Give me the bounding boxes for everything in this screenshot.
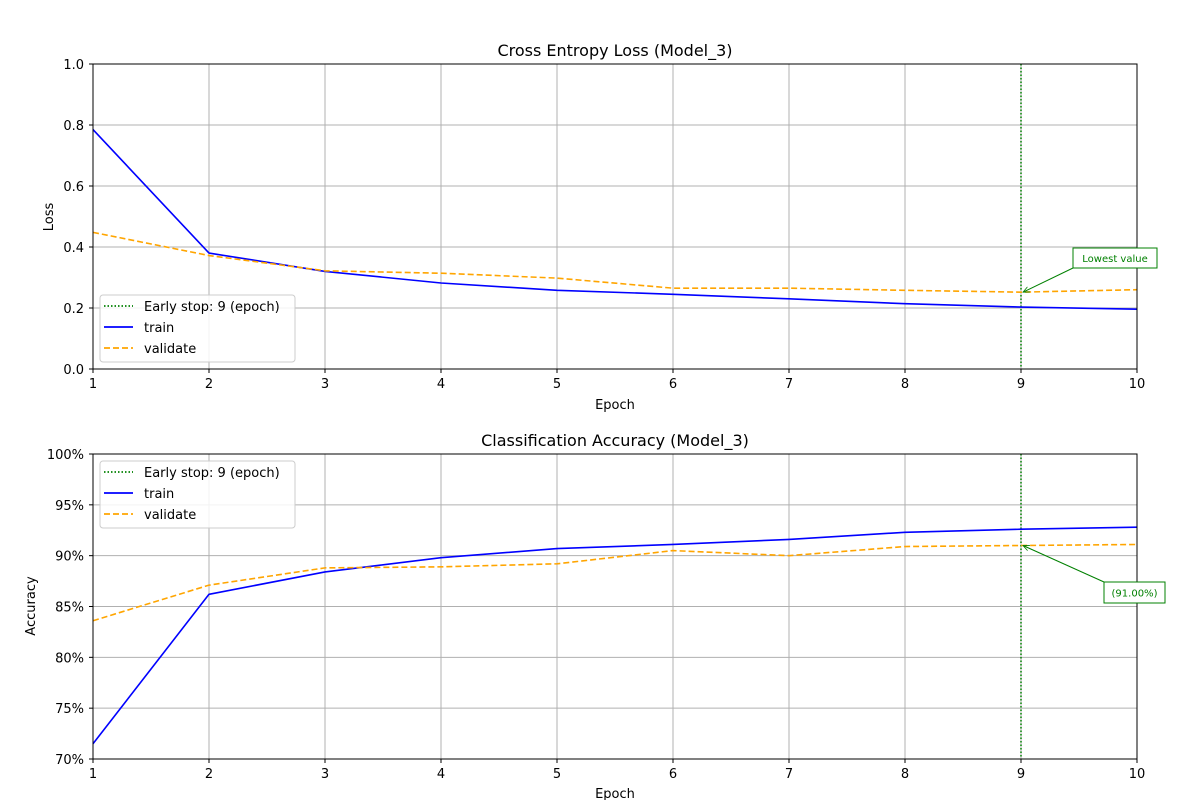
- accuracy-plot-frame: [92, 453, 1138, 760]
- loss-x-tick-label: 10: [1129, 377, 1146, 392]
- accuracy-legend-label: train: [144, 487, 174, 502]
- loss-legend-label: Early stop: 9 (epoch): [144, 300, 280, 315]
- accuracy-x-tick-label: 9: [1017, 767, 1025, 782]
- accuracy-y-tick-label: 80%: [55, 651, 84, 666]
- loss-annotation-text: Lowest value: [1082, 254, 1147, 265]
- accuracy-x-tick-label: 4: [437, 767, 445, 782]
- accuracy-y-tick-label: 100%: [47, 448, 84, 463]
- accuracy-x-tick-label: 8: [901, 767, 909, 782]
- accuracy-legend-label: Early stop: 9 (epoch): [144, 466, 280, 481]
- accuracy-annotation-box: [1103, 581, 1166, 604]
- loss-y-tick-label: 0.0: [63, 363, 84, 378]
- accuracy-y-tick-label: 95%: [55, 499, 84, 514]
- loss-plot-frame: [92, 63, 1138, 370]
- loss-x-tick-label: 7: [785, 377, 793, 392]
- loss-x-tick-label: 9: [1017, 377, 1025, 392]
- loss-y-tick-label: 0.4: [63, 241, 84, 256]
- accuracy-x-tick-label: 6: [669, 767, 677, 782]
- accuracy-train-line: [92, 526, 1138, 745]
- accuracy-legend-label: validate: [144, 508, 196, 523]
- loss-validate-line: [92, 231, 1138, 293]
- accuracy-x-tick-label: 7: [785, 767, 793, 782]
- loss-y-tick-label: 1.0: [63, 58, 84, 73]
- loss-x-tick-label: 6: [669, 377, 677, 392]
- accuracy-x-tick-label: 10: [1129, 767, 1146, 782]
- loss-annotation-box: [1072, 247, 1158, 269]
- accuracy-chart-title: Classification Accuracy (Model_3): [481, 431, 749, 451]
- accuracy-validate-line: [92, 543, 1138, 622]
- loss-legend-box: [99, 294, 296, 363]
- accuracy-y-tick-label: 70%: [55, 753, 84, 768]
- accuracy-x-tick-label: 5: [553, 767, 561, 782]
- loss-chart: Cross Entropy Loss (Model_3) Epoch Loss …: [42, 41, 1158, 413]
- accuracy-legend-box: [99, 460, 296, 529]
- loss-y-axis-label: Loss: [42, 203, 57, 232]
- loss-legend-label: validate: [144, 342, 196, 357]
- accuracy-x-tick-label: 1: [89, 767, 97, 782]
- accuracy-x-tick-label: 2: [205, 767, 213, 782]
- loss-y-tick-label: 0.2: [63, 302, 84, 317]
- loss-chart-title: Cross Entropy Loss (Model_3): [497, 41, 732, 61]
- loss-annotation-arrow: [1023, 267, 1074, 293]
- loss-x-tick-label: 5: [553, 377, 561, 392]
- loss-y-tick-label: 0.6: [63, 180, 84, 195]
- loss-train-line: [92, 129, 1138, 311]
- accuracy-annotation-text: (91.00%): [1112, 589, 1158, 600]
- loss-y-tick-label: 0.8: [63, 119, 84, 134]
- accuracy-y-tick-label: 85%: [55, 601, 84, 616]
- loss-x-axis-label: Epoch: [595, 398, 635, 413]
- loss-x-tick-label: 3: [321, 377, 329, 392]
- accuracy-chart: Classification Accuracy (Model_3) Epoch …: [24, 431, 1166, 800]
- accuracy-x-tick-label: 3: [321, 767, 329, 782]
- loss-x-tick-label: 1: [89, 377, 97, 392]
- accuracy-x-axis-label: Epoch: [595, 787, 635, 800]
- accuracy-y-tick-label: 75%: [55, 702, 84, 717]
- accuracy-annotation-arrow: [1023, 545, 1105, 583]
- accuracy-y-axis-label: Accuracy: [24, 576, 39, 636]
- loss-x-tick-label: 2: [205, 377, 213, 392]
- loss-x-tick-label: 4: [437, 377, 445, 392]
- loss-legend-label: train: [144, 321, 174, 336]
- accuracy-y-tick-label: 90%: [55, 550, 84, 565]
- loss-x-tick-label: 8: [901, 377, 909, 392]
